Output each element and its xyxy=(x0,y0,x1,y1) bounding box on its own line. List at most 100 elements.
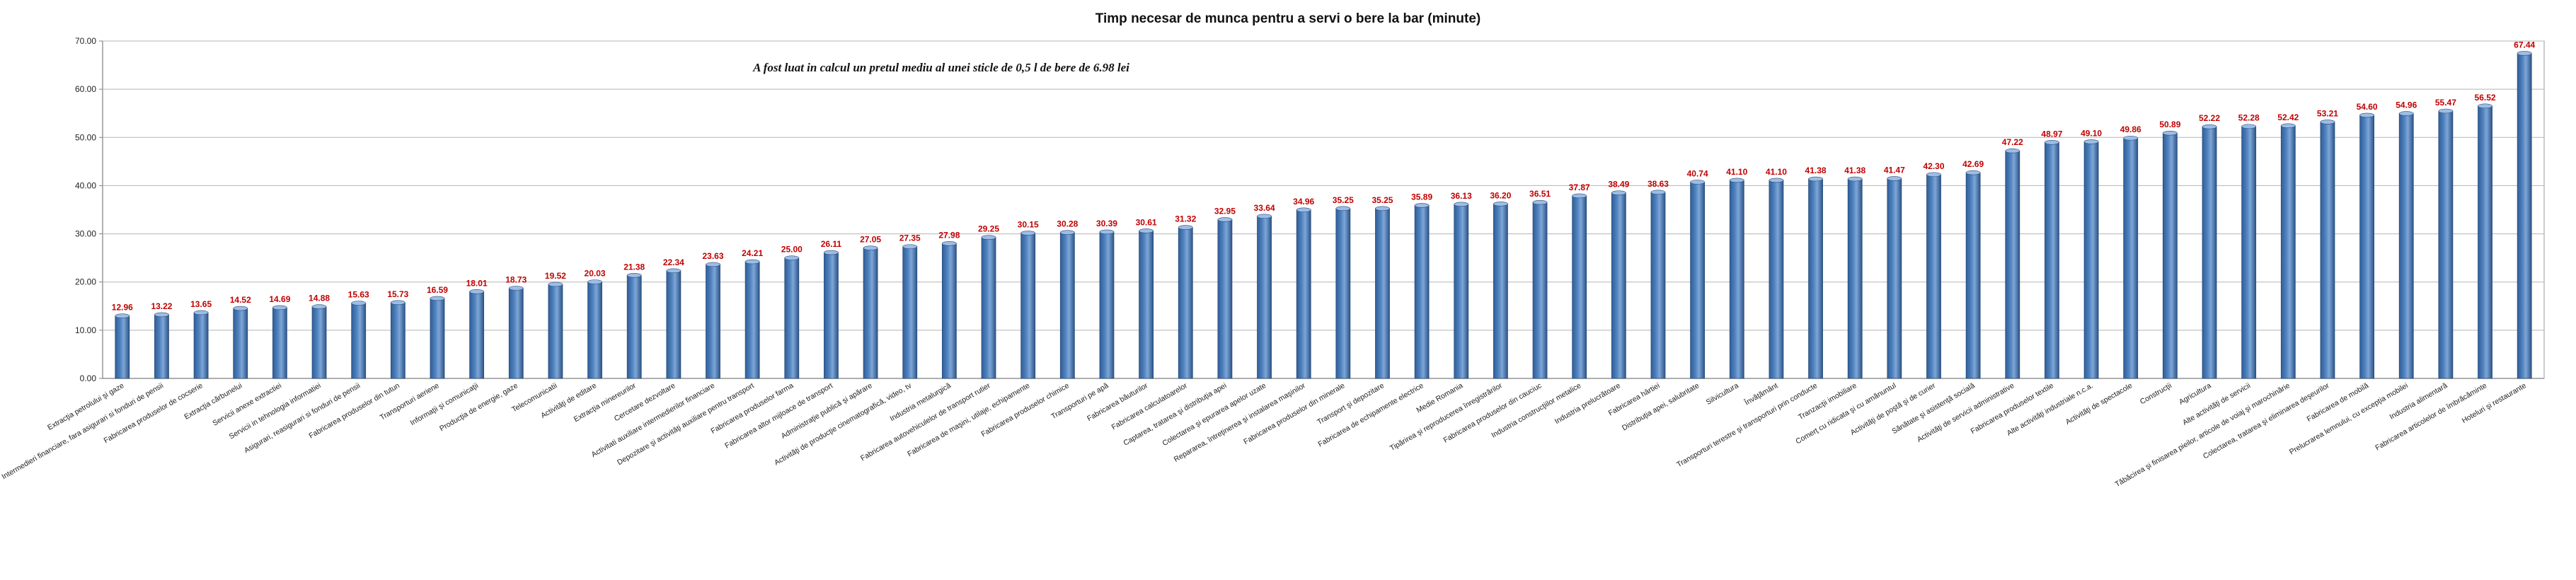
data-label: 14.88 xyxy=(309,294,330,303)
bar-top xyxy=(2045,140,2059,145)
bar xyxy=(784,257,800,379)
bar xyxy=(941,243,957,379)
data-label: 38.49 xyxy=(1608,180,1629,190)
data-label: 30.28 xyxy=(1057,219,1078,229)
bar-top xyxy=(1690,180,1705,185)
bar xyxy=(1769,180,1784,379)
data-label: 27.05 xyxy=(860,235,881,245)
y-tick-label: 30.00 xyxy=(75,229,96,239)
bar xyxy=(666,270,682,379)
bar xyxy=(1257,216,1272,379)
bar-top xyxy=(824,250,839,255)
bar-top xyxy=(2517,51,2532,56)
data-label: 30.39 xyxy=(1096,219,1117,228)
bar xyxy=(1139,231,1154,379)
data-label: 36.13 xyxy=(1451,191,1472,201)
bar-top xyxy=(2123,135,2139,141)
bar-top xyxy=(1099,229,1115,235)
chart-title: Timp necesar de munca pentru a servi o b… xyxy=(1096,11,1481,26)
bars xyxy=(115,51,2532,379)
bar xyxy=(1178,227,1193,379)
bar-top xyxy=(1414,203,1430,208)
category-label: Transporturi terestre şi transporturi pr… xyxy=(1675,381,1819,469)
bar xyxy=(1650,192,1666,379)
bar xyxy=(193,312,209,379)
data-label: 52.22 xyxy=(2199,113,2220,123)
data-label: 41.38 xyxy=(1805,166,1827,175)
bar-top xyxy=(2281,123,2296,129)
data-label: 31.32 xyxy=(1175,214,1196,224)
bar-top xyxy=(2398,111,2414,116)
bar-top xyxy=(508,286,524,291)
data-label: 22.34 xyxy=(663,257,684,267)
bar xyxy=(1887,178,1902,379)
data-label: 18.73 xyxy=(505,274,527,284)
bar xyxy=(902,246,918,379)
bar xyxy=(1611,192,1626,379)
bar-top xyxy=(1965,170,1981,175)
data-label: 36.20 xyxy=(1490,190,1511,200)
data-label: 35.25 xyxy=(1333,195,1354,205)
category-label: Intermedieri financiare, fara asigurari … xyxy=(1,381,165,481)
bar-top xyxy=(1020,231,1035,236)
data-label: 37.87 xyxy=(1569,182,1590,192)
bar xyxy=(2280,125,2296,379)
data-label: 27.35 xyxy=(899,233,921,243)
bar xyxy=(2045,141,2059,379)
data-label: 32.95 xyxy=(1214,206,1236,216)
data-label: 67.44 xyxy=(2514,40,2535,50)
bar xyxy=(2241,126,2257,379)
bar-top xyxy=(548,282,563,287)
bar xyxy=(508,287,524,379)
y-tick-label: 70.00 xyxy=(75,36,96,46)
data-label: 23.63 xyxy=(702,251,723,261)
bar-top xyxy=(744,259,760,265)
bar-top xyxy=(1493,202,1508,207)
bar-top xyxy=(1808,176,1823,182)
data-label: 19.52 xyxy=(545,271,566,281)
data-label: 25.00 xyxy=(781,245,803,255)
bar xyxy=(626,274,642,379)
data-label: 18.01 xyxy=(466,278,488,288)
data-label: 52.42 xyxy=(2277,112,2299,122)
bar-top xyxy=(272,305,287,311)
bar-top xyxy=(2478,103,2492,109)
bar-top xyxy=(1178,225,1193,230)
data-label: 29.25 xyxy=(978,224,999,234)
bar-top xyxy=(587,279,602,284)
data-label: 13.22 xyxy=(151,301,172,311)
bar-top xyxy=(863,245,878,250)
bar-top xyxy=(233,306,248,311)
category-label: Construcţii xyxy=(2139,381,2173,406)
data-labels: 12.96 13.22 13.65 14.52 14.69 14.88 15.63 15.73… xyxy=(112,40,2536,312)
data-label: 36.51 xyxy=(1529,189,1551,199)
bar xyxy=(2083,141,2099,379)
bar-top xyxy=(1217,217,1233,222)
bar xyxy=(1572,195,1587,379)
y-tick-label: 0.00 xyxy=(80,373,97,383)
bar xyxy=(1808,178,1823,379)
bar xyxy=(981,237,996,379)
data-label: 35.89 xyxy=(1411,192,1432,202)
data-label: 42.30 xyxy=(1923,161,1944,171)
category-label: Servicii anexe extractiei xyxy=(211,381,283,428)
bar xyxy=(1020,233,1036,379)
data-label: 41.10 xyxy=(1726,167,1747,177)
bar-top xyxy=(2005,148,2020,153)
data-label: 54.60 xyxy=(2357,102,2378,112)
plot-frame xyxy=(102,40,2545,379)
plot-area xyxy=(102,40,2545,379)
data-label: 41.47 xyxy=(1884,165,1905,175)
bar xyxy=(351,303,367,379)
bar xyxy=(2202,126,2217,379)
bar xyxy=(2359,115,2374,379)
category-label: Silvicultura xyxy=(1705,381,1740,407)
bar-top xyxy=(2202,124,2217,129)
data-label: 24.21 xyxy=(742,248,763,258)
bar-top xyxy=(2320,120,2335,124)
category-labels: Extracţia petrolului şi gazeIntermedieri… xyxy=(1,381,2528,489)
bar-top xyxy=(351,301,366,306)
data-label: 26.11 xyxy=(821,239,842,249)
bar-top xyxy=(1335,206,1351,211)
bar xyxy=(2478,105,2492,379)
